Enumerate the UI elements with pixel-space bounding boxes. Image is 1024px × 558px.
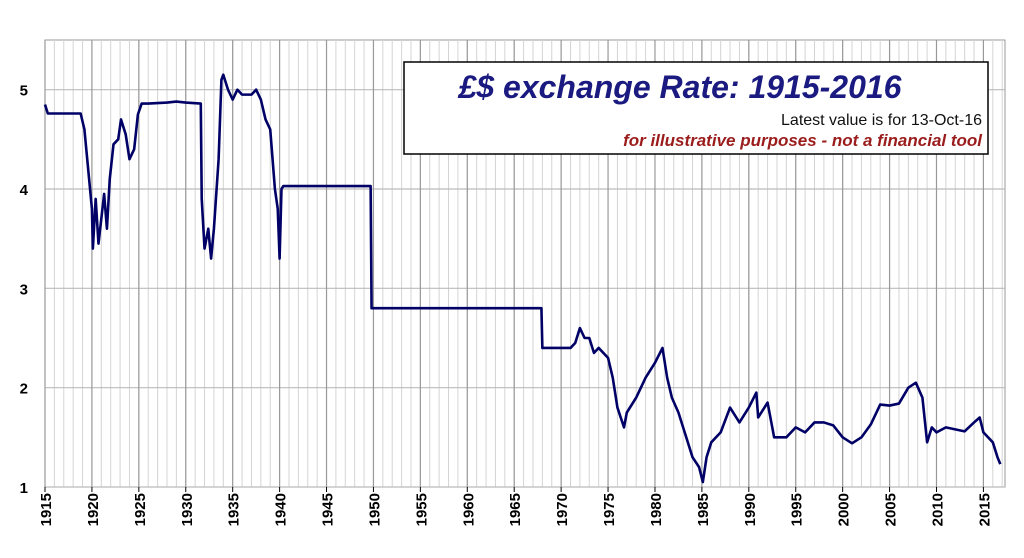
- x-tick-label: 1975: [601, 493, 618, 526]
- x-tick-label: 1915: [38, 493, 55, 526]
- x-tick-label: 2010: [929, 493, 946, 526]
- y-tick-label: 4: [20, 182, 29, 199]
- x-tick-label: 1950: [366, 493, 383, 526]
- chart-title: £$ exchange Rate: 1915-2016: [458, 69, 902, 105]
- title-box: [403, 61, 989, 155]
- x-tick-label: 1925: [132, 493, 149, 526]
- y-tick-label: 3: [20, 281, 28, 298]
- x-tick-label: 1955: [413, 493, 430, 526]
- y-tick-label: 5: [20, 83, 28, 100]
- x-tick-label: 1940: [273, 493, 290, 526]
- x-tick-label: 1990: [742, 493, 759, 526]
- x-tick-label: 1965: [507, 493, 524, 526]
- x-tick-label: 1945: [320, 493, 337, 526]
- x-tick-label: 2005: [883, 493, 900, 526]
- x-tick-label: 2000: [836, 493, 853, 526]
- x-tick-label: 1985: [695, 493, 712, 526]
- y-tick-label: 2: [20, 381, 28, 398]
- x-tick-label: 1930: [179, 493, 196, 526]
- x-tick-label: 1970: [554, 493, 571, 526]
- series-line: [43, 73, 1002, 484]
- subtitle: Latest value is for 13-Oct-16: [781, 112, 982, 129]
- x-tick-label: 1980: [648, 493, 665, 526]
- x-tick-label: 1960: [460, 493, 477, 526]
- x-tick-label: 2015: [976, 493, 993, 526]
- x-tick-label: 1935: [226, 493, 243, 526]
- annotation: for illustrative purposes - not a financ…: [623, 131, 983, 150]
- x-tick-label: 1920: [85, 493, 102, 526]
- x-tick-label: 1995: [789, 493, 806, 526]
- y-tick-label: 1: [20, 480, 28, 497]
